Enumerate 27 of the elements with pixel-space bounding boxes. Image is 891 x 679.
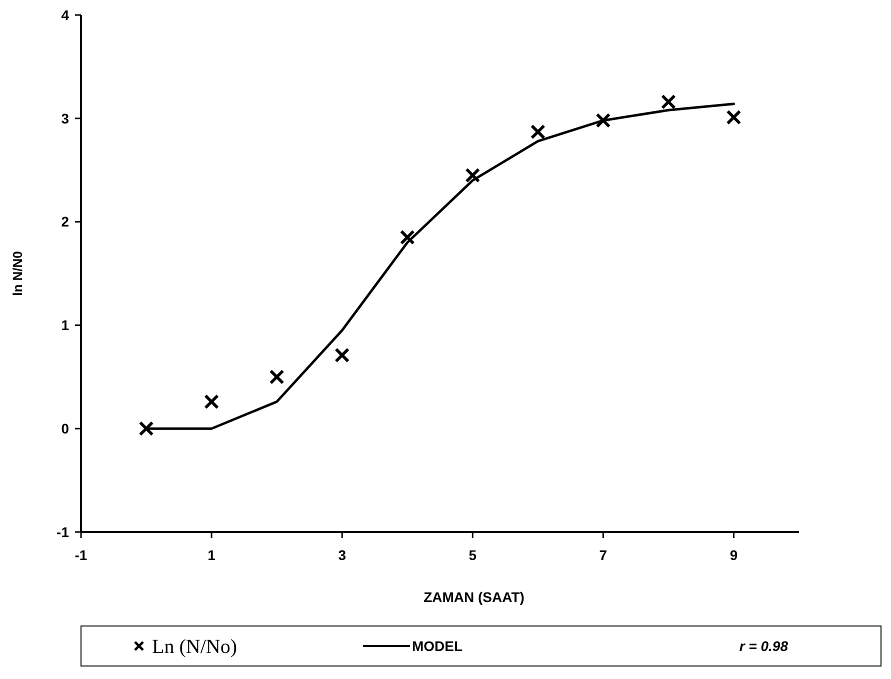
point <box>138 421 154 436</box>
x-tick-label: 5 <box>468 547 477 563</box>
y-axis-title: ln N/N0 <box>10 251 25 296</box>
y-tick-label: 3 <box>61 110 70 126</box>
text: r = 0.98 <box>739 638 788 654</box>
point <box>726 110 742 125</box>
point <box>530 124 546 140</box>
x-tick-label: 1 <box>208 547 216 563</box>
y-tick-label: -1 <box>56 524 70 540</box>
point <box>269 369 284 384</box>
y-tick-label: 0 <box>61 420 70 436</box>
legend-label: Ln (N/No) <box>152 636 237 658</box>
point <box>334 348 350 363</box>
legend-label: MODEL <box>412 638 463 654</box>
x-tick-label: 9 <box>730 547 738 563</box>
x-axis-title: ZAMAN (SAAT) <box>424 589 524 605</box>
x-tick-label: 7 <box>599 547 608 563</box>
x-tick-label: 3 <box>338 547 346 563</box>
point <box>465 168 480 183</box>
x-tick-label: -1 <box>74 547 88 563</box>
y-tick-label: 4 <box>61 6 70 23</box>
point <box>660 94 676 110</box>
y-tick-label: 2 <box>61 214 70 230</box>
point <box>400 230 415 245</box>
point <box>204 394 220 410</box>
y-tick-label: 1 <box>61 317 70 334</box>
point <box>596 112 611 128</box>
